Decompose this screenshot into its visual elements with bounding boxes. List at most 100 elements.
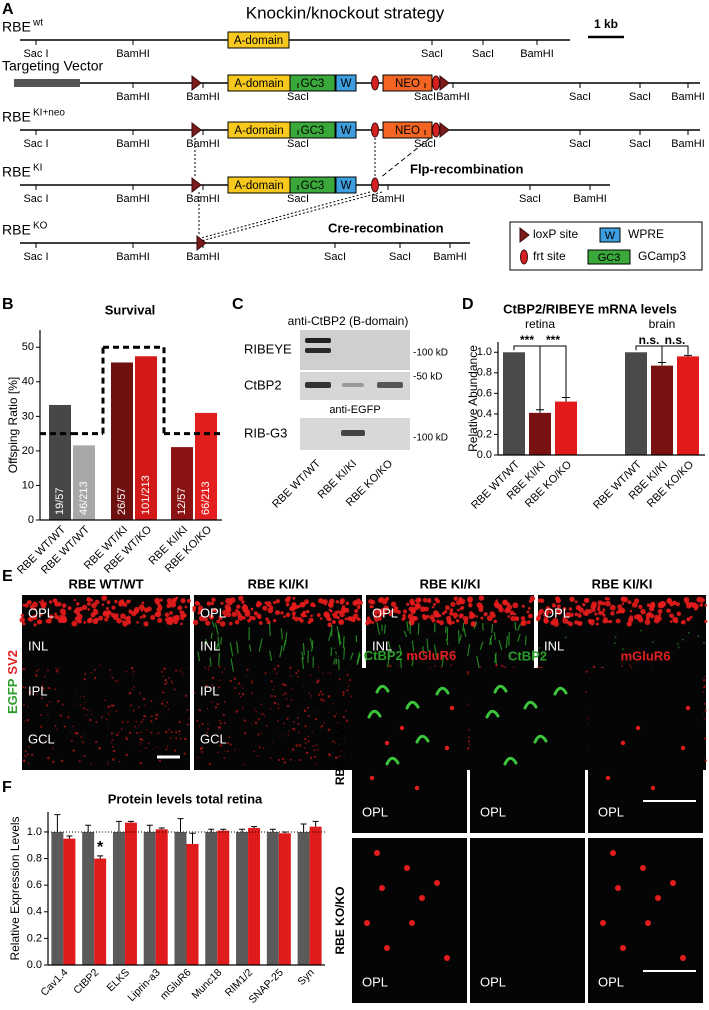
synapse-signal: [105, 606, 110, 611]
header-part: mGluR6: [406, 648, 456, 663]
panel-label: G: [332, 646, 344, 663]
egfp-signal: [532, 650, 535, 658]
mglur6-signal: [620, 945, 626, 951]
layer-label: IPL: [28, 683, 48, 698]
synapse-signal: [304, 724, 307, 728]
synapse-signal: [265, 601, 272, 607]
synapse-signal: [319, 617, 323, 620]
egfp-signal: [403, 630, 408, 638]
synapse-signal: [201, 722, 204, 726]
synapse-signal: [274, 695, 277, 698]
panel-label: A: [2, 1, 14, 18]
synapse-signal: [596, 607, 601, 612]
synapse-signal: [111, 739, 114, 742]
synapse-signal: [277, 664, 280, 668]
synapse-signal: [198, 725, 201, 727]
synapse-signal: [162, 675, 164, 677]
synapse-signal: [158, 759, 162, 762]
legend-label: frt site: [533, 249, 566, 263]
synapse-signal: [483, 612, 488, 617]
synapse-signal: [150, 715, 153, 718]
synapse-signal: [42, 687, 45, 690]
error-bar: [220, 828, 227, 831]
synapse-signal: [470, 613, 476, 619]
synapse-signal: [222, 609, 229, 616]
column-header: mGluR6: [621, 648, 671, 663]
synapse-signal: [459, 598, 466, 605]
egfp-signal: [614, 636, 617, 639]
synapse-signal: [24, 755, 27, 758]
synapse-signal: [73, 703, 75, 705]
synapse-signal: [125, 670, 127, 673]
synapse-signal: [167, 708, 170, 711]
synapse-signal: [87, 608, 90, 611]
synapse-signal: [285, 602, 290, 607]
synapse-signal: [291, 611, 296, 616]
synapse-signal: [672, 601, 675, 604]
synapse-signal: [586, 748, 588, 750]
synapse-signal: [617, 604, 623, 610]
synapse-signal: [223, 700, 226, 703]
error-bar: [177, 818, 184, 832]
y-tick-label: 0.2: [27, 932, 42, 944]
synapse-signal: [169, 611, 173, 615]
site-label: Sac I: [23, 138, 48, 150]
synapse-signal: [371, 621, 375, 624]
egfp-signal: [445, 626, 447, 634]
synapse-signal: [392, 608, 398, 614]
synapse-signal: [234, 749, 236, 751]
egfp-signal: [342, 635, 345, 649]
synapse-signal: [424, 606, 429, 612]
synapse-signal: [212, 687, 215, 689]
egfp-signal: [411, 656, 415, 667]
synapse-signal: [309, 619, 312, 623]
synapse-signal: [61, 617, 68, 623]
significance-bracket: [539, 345, 567, 411]
synapse-signal: [340, 750, 342, 752]
synapse-signal: [166, 621, 170, 625]
synapse-signal: [94, 599, 100, 605]
synapse-signal: [327, 617, 332, 622]
synapse-signal: [115, 733, 119, 737]
mglur6-signal: [404, 865, 410, 871]
error-bar: [115, 820, 122, 832]
significance-label: ***: [520, 333, 534, 347]
mglur6-signal: [369, 775, 375, 781]
synapse-signal: [150, 615, 156, 621]
synapse-signal: [143, 714, 146, 717]
synapse-signal: [177, 605, 183, 611]
loxp-site: [439, 74, 450, 92]
synapse-signal: [327, 622, 333, 628]
synapse-signal: [175, 737, 178, 740]
synapse-signal: [318, 669, 320, 671]
synapse-signal: [44, 740, 47, 742]
row-label: RBE: [2, 109, 31, 125]
synapse-signal: [448, 621, 453, 626]
synapse-signal: [237, 682, 241, 685]
synapse-signal: [385, 596, 390, 601]
error-bar: [85, 824, 92, 832]
box-label: GC3: [301, 180, 325, 192]
synapse-signal: [139, 723, 141, 725]
mglur6-signal: [384, 740, 390, 746]
synapse-signal: [314, 718, 318, 721]
synapse-signal: [421, 613, 426, 618]
bar: [205, 831, 218, 965]
synapse-signal: [54, 615, 58, 619]
synapse-signal: [73, 598, 77, 602]
synapse-signal: [234, 619, 240, 625]
mglur6-signal: [645, 920, 651, 926]
egfp-signal: [301, 657, 305, 669]
synapse-signal: [27, 600, 32, 605]
synapse-signal: [649, 613, 655, 619]
error-bar: [189, 832, 196, 844]
synapse-signal: [277, 735, 279, 737]
box-label: GC3: [301, 78, 325, 90]
synapse-signal: [402, 613, 406, 618]
error-bar: [239, 828, 246, 832]
annotation: *: [97, 839, 104, 856]
synapse-signal: [452, 621, 455, 624]
significance-label: n.s.: [665, 333, 686, 347]
region-label: OPL: [362, 804, 388, 819]
synapse-signal: [453, 615, 457, 619]
